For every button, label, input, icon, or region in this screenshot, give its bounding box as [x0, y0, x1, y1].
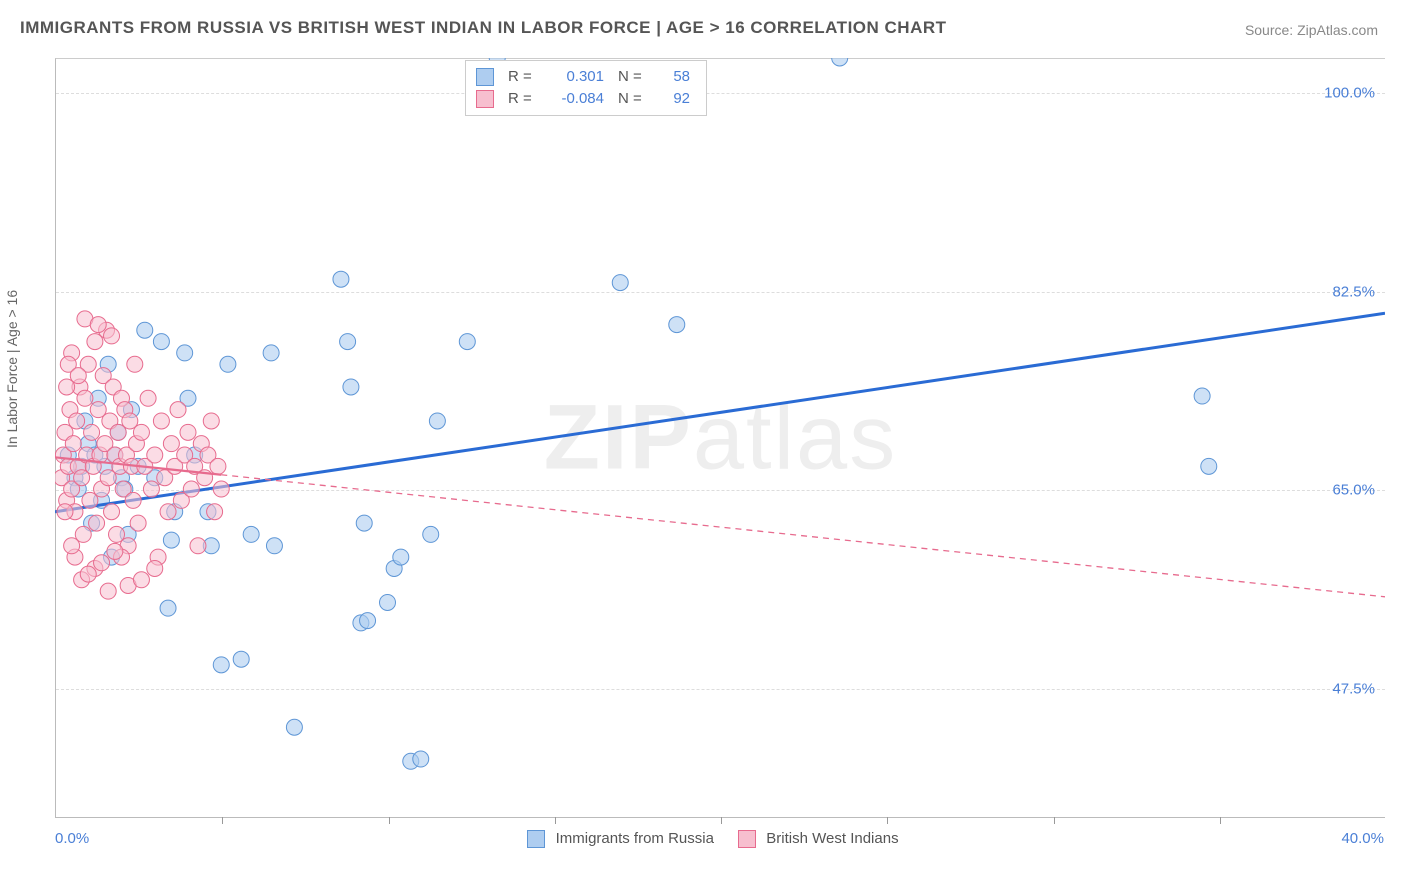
swatch-bwi — [476, 90, 494, 108]
legend-series: Immigrants from Russia British West Indi… — [0, 830, 1406, 848]
legend-row-bwi: R = -0.084 N = 92 — [476, 88, 690, 110]
x-tick — [1220, 817, 1221, 824]
x-tick — [1054, 817, 1055, 824]
watermark: ZIPatlas — [544, 386, 897, 491]
legend-r-label: R = — [508, 66, 536, 88]
gridline — [56, 93, 1385, 94]
legend-r-bwi: -0.084 — [550, 88, 604, 110]
legend-correlation: R = 0.301 N = 58 R = -0.084 N = 92 — [465, 60, 707, 116]
legend-r-russia: 0.301 — [550, 66, 604, 88]
x-tick — [887, 817, 888, 824]
y-tick-label: 47.5% — [1332, 680, 1375, 697]
legend-n-bwi: 92 — [660, 88, 690, 110]
x-tick — [721, 817, 722, 824]
gridline — [56, 490, 1385, 491]
x-tick — [222, 817, 223, 824]
source-label: Source: ZipAtlas.com — [1245, 22, 1378, 38]
gridline — [56, 292, 1385, 293]
y-axis-label: In Labor Force | Age > 16 — [4, 290, 20, 448]
legend-series-russia-label: Immigrants from Russia — [556, 830, 714, 847]
legend-r-label: R = — [508, 88, 536, 110]
legend-n-label: N = — [618, 88, 646, 110]
chart-title: IMMIGRANTS FROM RUSSIA VS BRITISH WEST I… — [20, 18, 947, 38]
legend-series-bwi-label: British West Indians — [766, 830, 898, 847]
swatch-russia — [476, 68, 494, 86]
legend-row-russia: R = 0.301 N = 58 — [476, 66, 690, 88]
swatch-russia — [527, 830, 545, 848]
y-tick-label: 100.0% — [1324, 85, 1375, 102]
chart-plot-area: ZIPatlas 47.5% 65.0% 82.5% 100.0% — [55, 58, 1385, 818]
swatch-bwi — [738, 830, 756, 848]
y-tick-label: 82.5% — [1332, 283, 1375, 300]
x-tick — [555, 817, 556, 824]
legend-n-label: N = — [618, 66, 646, 88]
x-tick — [389, 817, 390, 824]
y-tick-label: 65.0% — [1332, 482, 1375, 499]
gridline — [56, 689, 1385, 690]
legend-n-russia: 58 — [660, 66, 690, 88]
